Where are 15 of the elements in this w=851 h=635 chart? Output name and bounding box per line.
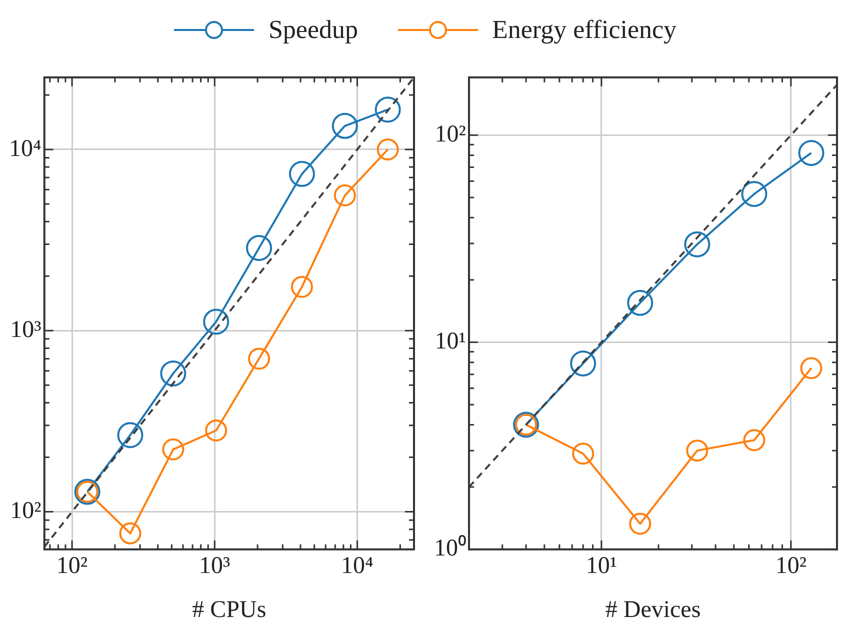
- y-tick-label: 10¹: [434, 328, 466, 355]
- x-tick-label: 10²: [775, 553, 807, 580]
- y-tick-label: 10²: [10, 498, 42, 524]
- legend-label: Energy efficiency: [492, 15, 677, 45]
- x-tick-label: 10³: [199, 553, 230, 580]
- x-axis-title: # CPUs: [192, 596, 266, 623]
- y-tick-label: 10³: [10, 316, 42, 343]
- y-tick-label: 10⁴: [8, 136, 42, 162]
- x-tick-label: 10¹: [586, 553, 618, 580]
- x-tick-label: 10²: [56, 553, 88, 580]
- x-tick-label: 10⁴: [341, 553, 374, 580]
- y-tick-label: 10²: [434, 121, 466, 148]
- legend-label: Speedup: [268, 15, 358, 45]
- x-axis-title: # Devices: [605, 596, 701, 623]
- y-tick-label: 10⁰: [434, 534, 466, 562]
